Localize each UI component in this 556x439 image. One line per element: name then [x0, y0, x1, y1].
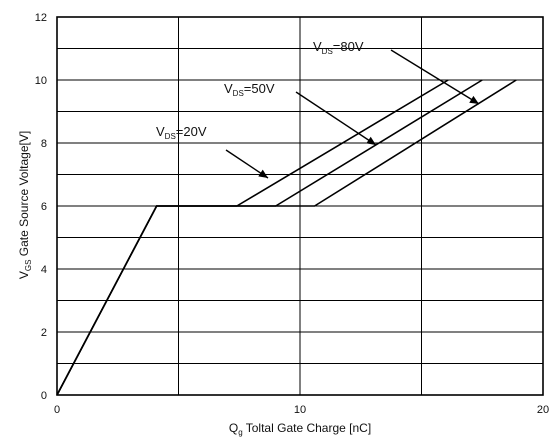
- series-label-3: VDS=80V: [313, 39, 364, 56]
- series-line-3: [56, 79, 517, 396]
- arrowhead: [366, 136, 376, 145]
- y-tick-label: 4: [41, 264, 47, 276]
- arrowhead: [258, 169, 268, 178]
- y-axis-label: VGS Gate Source Voltage[V]: [17, 131, 33, 279]
- y-tick-label: 0: [41, 390, 47, 402]
- annotation-arrow-line: [295, 91, 377, 146]
- grid: [56, 16, 544, 396]
- curves: [56, 79, 517, 396]
- plot-frame: [56, 16, 544, 396]
- tick-labels: 0 2 4 6 8 10 12 0 10 20: [35, 12, 549, 416]
- x-tick-label: 20: [537, 404, 549, 416]
- series-annotations: VDS=20V VDS=50V VDS=80V: [156, 39, 364, 141]
- series-label-1: VDS=20V: [156, 124, 207, 141]
- arrowhead: [469, 95, 479, 104]
- x-tick-label: 0: [54, 404, 60, 416]
- y-tick-label: 8: [41, 138, 47, 150]
- y-tick-label: 12: [35, 12, 47, 24]
- annotation-arrows: [225, 49, 480, 179]
- y-tick-label: 10: [35, 75, 47, 87]
- series-label-2: VDS=50V: [224, 81, 275, 98]
- x-axis-label: Qg Toltal Gate Charge [nC]: [229, 421, 371, 437]
- y-tick-label: 6: [41, 201, 47, 213]
- y-tick-label: 2: [41, 327, 47, 339]
- annotation-arrow-line: [390, 49, 480, 105]
- x-tick-label: 10: [294, 404, 306, 416]
